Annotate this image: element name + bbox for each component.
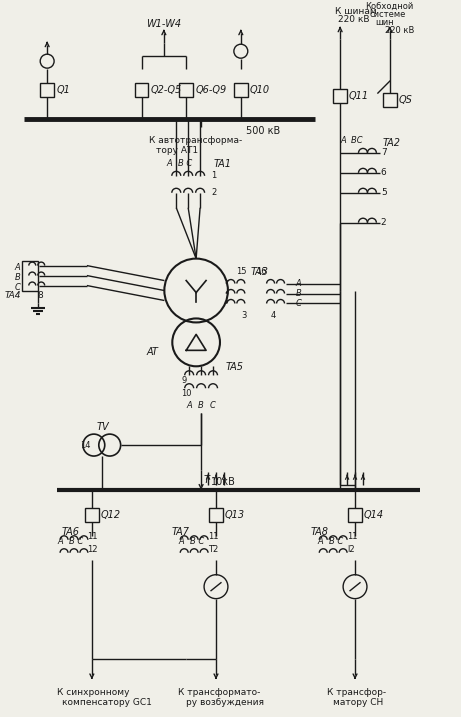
Text: 10: 10 — [181, 389, 192, 398]
Text: 220 кВ: 220 кВ — [385, 26, 414, 34]
Text: A: A — [14, 263, 20, 272]
Text: C: C — [210, 401, 216, 409]
Text: 4: 4 — [271, 311, 276, 320]
Text: 9: 9 — [181, 376, 187, 385]
Text: системе: системе — [370, 10, 406, 19]
Text: T2: T2 — [208, 546, 219, 554]
Text: 500 кВ: 500 кВ — [246, 126, 280, 136]
Text: матору СН: матору СН — [333, 698, 384, 707]
Text: 2: 2 — [211, 189, 216, 197]
Text: Q12: Q12 — [101, 510, 121, 520]
Text: TA1: TA1 — [214, 159, 232, 169]
Text: B: B — [296, 289, 301, 298]
Text: 11: 11 — [87, 532, 97, 541]
Text: 1: 1 — [211, 171, 216, 181]
Text: 6: 6 — [381, 168, 387, 177]
Text: B: B — [14, 273, 20, 282]
Bar — [333, 89, 347, 103]
Bar — [135, 83, 148, 97]
Text: TV: TV — [97, 422, 109, 432]
Text: тору АТ1: тору АТ1 — [156, 146, 199, 156]
Text: TA4: TA4 — [5, 291, 21, 300]
Text: К трансформато-: К трансформато- — [178, 688, 260, 697]
Text: Кобходной: Кобходной — [365, 2, 413, 11]
Text: 15: 15 — [236, 267, 246, 276]
Text: К синхронному: К синхронному — [57, 688, 130, 697]
Text: Q10: Q10 — [250, 85, 270, 95]
Text: 14: 14 — [80, 440, 90, 450]
Text: A: A — [296, 279, 301, 288]
Text: B C: B C — [190, 537, 204, 546]
Text: TA6: TA6 — [62, 527, 80, 537]
Text: W1-W4: W1-W4 — [146, 19, 182, 29]
Text: TA8: TA8 — [310, 527, 328, 537]
Text: B C: B C — [178, 159, 193, 168]
Text: A: A — [166, 159, 172, 168]
Text: TA2: TA2 — [383, 138, 401, 148]
Text: шин: шин — [375, 18, 394, 27]
Bar — [234, 83, 248, 97]
Text: К трансфор-: К трансфор- — [327, 688, 386, 697]
Text: TA5: TA5 — [226, 362, 244, 372]
Text: 11: 11 — [208, 532, 219, 541]
Text: B C: B C — [69, 537, 83, 546]
Text: TA3: TA3 — [251, 267, 269, 277]
Text: 16: 16 — [256, 267, 266, 276]
Text: компенсатору GC1: компенсатору GC1 — [62, 698, 152, 707]
Text: TA7: TA7 — [171, 527, 189, 537]
Bar — [40, 83, 54, 97]
Text: Q14: Q14 — [364, 510, 384, 520]
Bar — [383, 93, 397, 107]
Text: l2: l2 — [347, 546, 355, 554]
Text: 220 кВ: 220 кВ — [338, 15, 370, 24]
Text: ру возбуждения: ру возбуждения — [186, 698, 264, 707]
Text: 8: 8 — [37, 291, 43, 300]
Text: Q1: Q1 — [56, 85, 70, 95]
Bar — [22, 260, 38, 290]
Text: Q6-Q9: Q6-Q9 — [195, 85, 226, 95]
Text: 12: 12 — [87, 546, 97, 554]
Text: T: T — [204, 475, 210, 485]
Text: B: B — [198, 401, 204, 409]
Text: A: A — [57, 537, 63, 546]
Text: QS: QS — [399, 95, 413, 105]
Text: 10кВ: 10кВ — [211, 477, 236, 487]
Text: Q11: Q11 — [349, 91, 369, 101]
Bar — [179, 83, 193, 97]
Text: B C: B C — [329, 537, 343, 546]
Text: A: A — [317, 537, 323, 546]
Bar — [85, 508, 99, 522]
Text: 2: 2 — [381, 218, 386, 227]
Text: C: C — [14, 283, 20, 292]
Text: 5: 5 — [381, 189, 387, 197]
Bar — [209, 508, 223, 522]
Text: 11: 11 — [347, 532, 358, 541]
Text: Q13: Q13 — [225, 510, 245, 520]
Text: A: A — [186, 401, 192, 409]
Text: A  BC: A BC — [340, 136, 363, 146]
Bar — [348, 508, 362, 522]
Text: 7: 7 — [381, 148, 387, 158]
Text: К шинам: К шинам — [335, 7, 377, 16]
Text: К автотрансформа-: К автотрансформа- — [149, 136, 242, 146]
Text: A: A — [178, 537, 184, 546]
Text: AT: AT — [147, 347, 158, 357]
Text: Q2-Q5: Q2-Q5 — [150, 85, 182, 95]
Text: 3: 3 — [241, 311, 246, 320]
Text: C: C — [296, 299, 301, 308]
